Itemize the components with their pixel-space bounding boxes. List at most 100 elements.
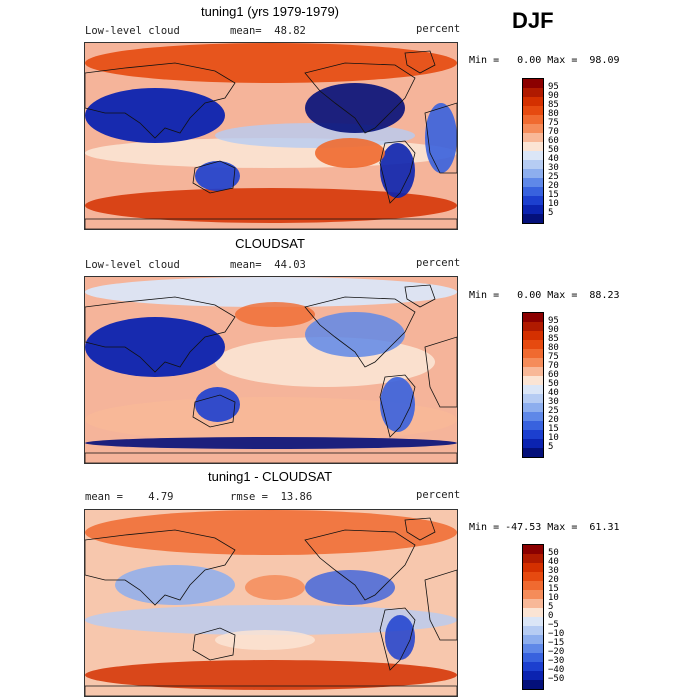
colorbar-tick-label: 20	[548, 181, 559, 191]
colorbar-tick-label: −10	[548, 629, 565, 639]
colorbar-swatch	[523, 367, 543, 376]
colorbar-tick-label: 95	[548, 82, 559, 92]
colorbar-swatch	[523, 617, 543, 626]
colorbar-tick-label: 80	[548, 343, 559, 353]
panel-1-title: tuning1 (yrs 1979-1979)	[200, 4, 340, 19]
colorbar-swatch	[523, 214, 543, 223]
colorbar-swatch	[523, 205, 543, 214]
colorbar-swatch	[523, 626, 543, 635]
colorbar-tick-label: 5	[548, 442, 554, 452]
panel-2-field	[85, 277, 457, 463]
colorbar-swatch	[523, 563, 543, 572]
colorbar-tick-label: 90	[548, 325, 559, 335]
colorbar-tick-label: 85	[548, 334, 559, 344]
colorbar-swatch	[523, 635, 543, 644]
colorbar-tick-label: −15	[548, 638, 565, 648]
panel-1-minmax: Min = 0.00 Max = 98.09	[469, 55, 620, 66]
colorbar-tick-label: 30	[548, 397, 559, 407]
colorbar-tick-label: 20	[548, 575, 559, 585]
colorbar-swatch	[523, 151, 543, 160]
colorbar-tick-label: 40	[548, 154, 559, 164]
colorbar-tick-label: 25	[548, 172, 559, 182]
colorbar-swatch	[523, 671, 543, 680]
colorbar-swatch	[523, 169, 543, 178]
colorbar-swatch	[523, 115, 543, 124]
colorbar-swatch	[523, 421, 543, 430]
colorbar-swatch	[523, 644, 543, 653]
colorbar-tick-label: −5	[548, 620, 559, 630]
panel-1-variable: Low-level cloud	[85, 25, 180, 37]
panel-2-mean: mean= 44.03	[230, 259, 306, 271]
panel-1-mean: mean= 48.82	[230, 25, 306, 37]
colorbar-tick-label: −20	[548, 647, 565, 657]
panel-1-field	[85, 43, 457, 229]
colorbar-swatch	[523, 178, 543, 187]
colorbar-tick-label: 50	[548, 145, 559, 155]
colorbar-swatch	[523, 340, 543, 349]
colorbar-swatch	[523, 97, 543, 106]
colorbar-tick-label: 75	[548, 352, 559, 362]
panel-1-units: percent	[416, 23, 461, 35]
colorbar-swatch	[523, 403, 543, 412]
colorbar-swatch	[523, 196, 543, 205]
panel-3-map	[84, 509, 458, 697]
colorbar-tick-label: −30	[548, 656, 565, 666]
colorbar-tick-label: 70	[548, 127, 559, 137]
colorbar-tick-label: 70	[548, 361, 559, 371]
colorbar-tick-label: 85	[548, 100, 559, 110]
panel-3-title: tuning1 - CLOUDSAT	[207, 469, 333, 484]
colorbar-tick-label: 95	[548, 316, 559, 326]
panel-1-colorbar	[522, 78, 544, 224]
colorbar-swatch	[523, 412, 543, 421]
colorbar-swatch	[523, 662, 543, 671]
colorbar-tick-label: 15	[548, 424, 559, 434]
colorbar-tick-label: 50	[548, 548, 559, 558]
panel-2-map	[84, 276, 458, 464]
colorbar-swatch	[523, 313, 543, 322]
colorbar-swatch	[523, 680, 543, 689]
colorbar-tick-label: 15	[548, 584, 559, 594]
panel-2-title: CLOUDSAT	[235, 236, 305, 251]
colorbar-swatch	[523, 572, 543, 581]
panel-3-colorbar	[522, 544, 544, 690]
colorbar-tick-label: 0	[548, 611, 554, 621]
panel-2-variable: Low-level cloud	[85, 259, 180, 271]
colorbar-swatch	[523, 349, 543, 358]
colorbar-swatch	[523, 448, 543, 457]
colorbar-tick-label: 25	[548, 406, 559, 416]
colorbar-tick-label: 30	[548, 163, 559, 173]
colorbar-swatch	[523, 79, 543, 88]
colorbar-swatch	[523, 322, 543, 331]
colorbar-tick-label: 10	[548, 199, 559, 209]
colorbar-swatch	[523, 394, 543, 403]
colorbar-tick-label: 60	[548, 370, 559, 380]
colorbar-swatch	[523, 590, 543, 599]
colorbar-tick-label: 50	[548, 379, 559, 389]
colorbar-swatch	[523, 133, 543, 142]
colorbar-tick-label: 30	[548, 566, 559, 576]
colorbar-tick-label: 40	[548, 388, 559, 398]
colorbar-swatch	[523, 106, 543, 115]
panel-2-units: percent	[416, 257, 461, 269]
colorbar-tick-label: 5	[548, 602, 554, 612]
colorbar-tick-label: −40	[548, 665, 565, 675]
colorbar-tick-label: 90	[548, 91, 559, 101]
panel-2-colorbar	[522, 312, 544, 458]
season-label: DJF	[512, 8, 554, 33]
colorbar-swatch	[523, 599, 543, 608]
colorbar-swatch	[523, 124, 543, 133]
colorbar-swatch	[523, 608, 543, 617]
panel-3-rmse: rmse = 13.86	[230, 491, 313, 503]
colorbar-swatch	[523, 581, 543, 590]
colorbar-swatch	[523, 331, 543, 340]
colorbar-swatch	[523, 376, 543, 385]
panel-2-minmax: Min = 0.00 Max = 88.23	[469, 290, 620, 301]
colorbar-swatch	[523, 88, 543, 97]
colorbar-tick-label: 75	[548, 118, 559, 128]
colorbar-tick-label: 10	[548, 433, 559, 443]
panel-3-mean: mean = 4.79	[85, 491, 174, 503]
colorbar-swatch	[523, 545, 543, 554]
colorbar-swatch	[523, 385, 543, 394]
colorbar-tick-label: 15	[548, 190, 559, 200]
colorbar-swatch	[523, 142, 543, 151]
